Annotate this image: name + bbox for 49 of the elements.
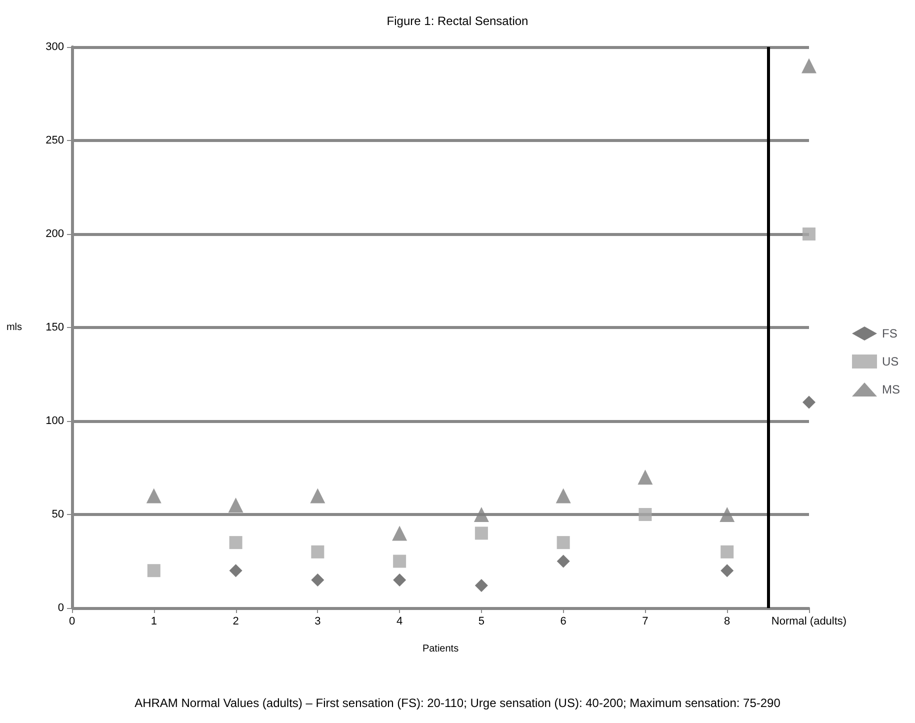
y-tick-label: 150 xyxy=(46,322,64,334)
point xyxy=(311,545,324,558)
y-tick-label: 250 xyxy=(46,134,64,146)
chart-title: Figure 1: Rectal Sensation xyxy=(386,14,528,28)
legend-label: US xyxy=(882,354,899,368)
point xyxy=(556,488,571,504)
point xyxy=(229,536,242,550)
point xyxy=(556,536,570,550)
point xyxy=(228,498,244,513)
y-axis-title: mls xyxy=(6,322,22,333)
point xyxy=(311,573,324,586)
point xyxy=(474,579,488,592)
y-tick-label: 50 xyxy=(52,508,64,520)
x-tick-label: 3 xyxy=(314,616,321,628)
point xyxy=(474,526,488,540)
legend-label: FS xyxy=(882,326,898,340)
point xyxy=(802,58,816,74)
x-tick-label: 7 xyxy=(642,616,648,628)
y-tick-label: 200 xyxy=(46,228,64,240)
y-tick-label: 300 xyxy=(46,41,64,53)
y-tick-label: 0 xyxy=(58,602,64,614)
point xyxy=(310,488,326,504)
x-tick-label: 6 xyxy=(560,616,566,628)
x-tick-label: 1 xyxy=(150,616,157,628)
x-tick-label: 8 xyxy=(724,616,730,628)
x-tick-label: 5 xyxy=(478,616,485,628)
point xyxy=(720,507,735,522)
point xyxy=(720,564,734,578)
x-tick-label: 4 xyxy=(396,616,403,628)
point xyxy=(720,545,734,558)
point xyxy=(147,564,160,578)
text: AHRAM Normal Values (adults) – First sensation (FS): 20-110; Urge sensation (US): 40-200; Maximum sensation: 75-290 xyxy=(134,696,781,710)
y-tick-label: 100 xyxy=(46,415,64,427)
point xyxy=(474,507,489,522)
point xyxy=(392,526,408,541)
x-axis-title: Patients xyxy=(422,644,459,654)
x-tick-label: 0 xyxy=(68,616,76,628)
x-tick-label: 2 xyxy=(232,616,239,628)
point xyxy=(146,488,162,504)
point xyxy=(393,554,406,568)
legend-label: MS xyxy=(882,382,900,396)
point xyxy=(802,396,816,409)
point xyxy=(638,508,652,521)
point xyxy=(802,228,816,240)
x-tick-label: Normal (adults) xyxy=(771,616,847,628)
point xyxy=(556,554,570,568)
point xyxy=(229,564,242,578)
point xyxy=(393,573,406,586)
point xyxy=(638,470,653,485)
